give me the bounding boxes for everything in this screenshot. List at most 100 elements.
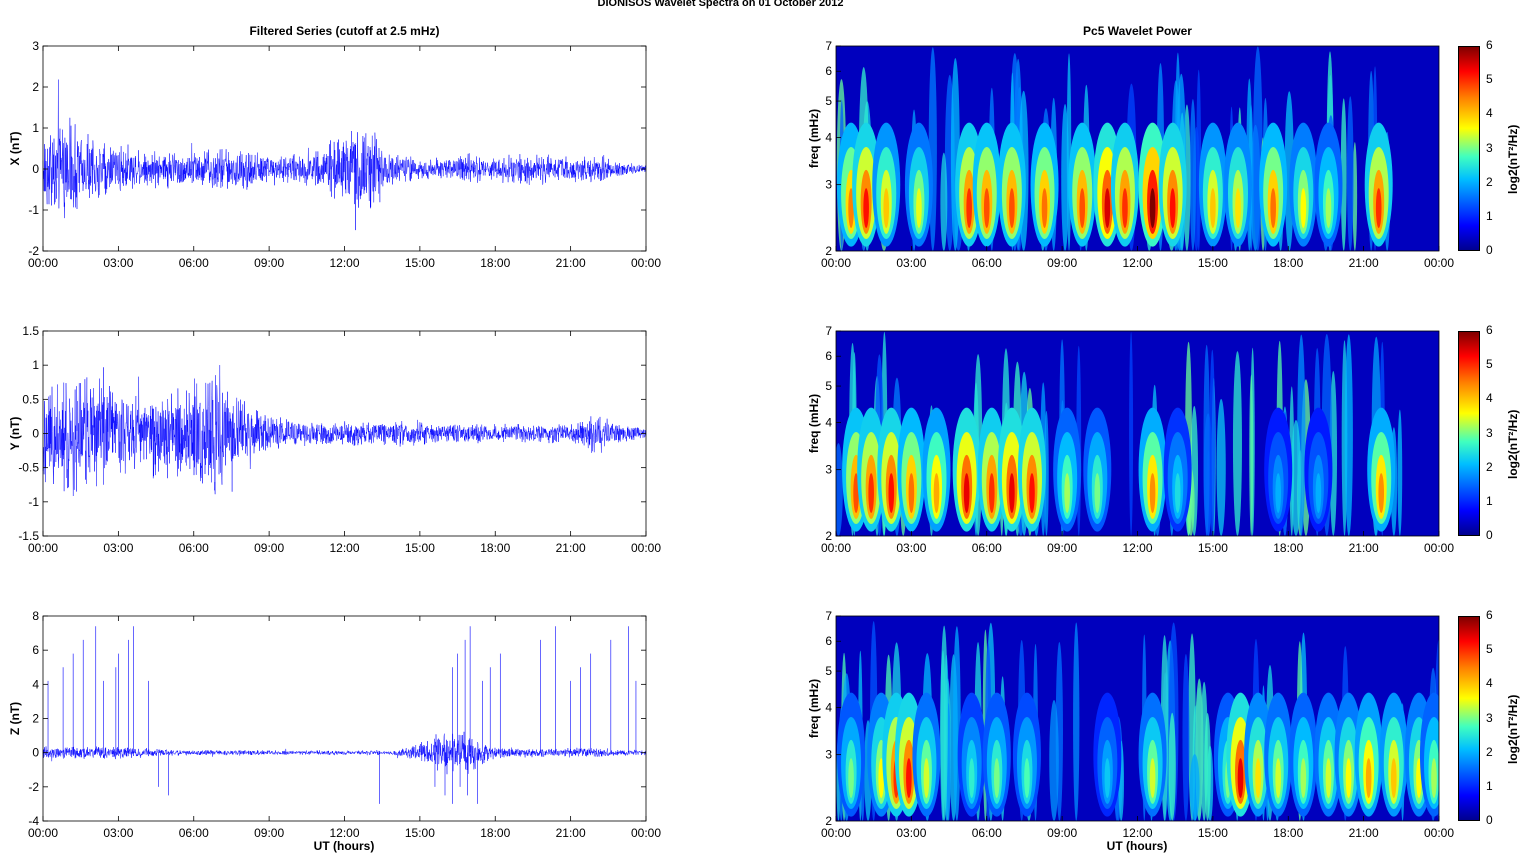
left-column-title: Filtered Series (cutoff at 2.5 mHz) (249, 24, 440, 38)
power-spot-core (1325, 758, 1332, 799)
heatmap-cells (836, 46, 1393, 251)
power-streak (1346, 96, 1354, 251)
colorbar-tick-label: 1 (1486, 493, 1493, 508)
colorbar-tick-label: 1 (1486, 208, 1493, 223)
power-spot-core (1255, 758, 1261, 799)
power-streak (1232, 351, 1242, 536)
y-tick-label: 5 (825, 94, 832, 108)
y-tick-label: 4 (825, 701, 832, 715)
y-axis-label: freq (mHz) (807, 394, 821, 453)
power-spot-core (853, 473, 859, 514)
power-spot-core (868, 473, 874, 514)
y-axis-label: Z (nT) (8, 702, 22, 735)
power-streak (1344, 334, 1353, 536)
colorbar-tick-label: 5 (1486, 642, 1493, 657)
y-tick-label: -4 (28, 814, 39, 828)
power-streak (940, 152, 948, 251)
power-streak (1061, 104, 1069, 251)
power-spot-core (994, 758, 1000, 799)
colorbar-tick-label: 4 (1486, 676, 1493, 691)
power-spot-core (1275, 473, 1281, 514)
no-data-region (1403, 46, 1439, 251)
x-tick-label: 00:00 (821, 541, 851, 555)
y-tick-label: 5 (825, 379, 832, 393)
x-tick-label: 00:00 (631, 256, 661, 270)
power-spot-core (883, 188, 890, 229)
power-spot-core (1375, 188, 1382, 229)
colorbar-tick-label: 4 (1486, 106, 1493, 121)
power-streak (1189, 98, 1197, 251)
y-tick-label: 2 (32, 712, 39, 726)
power-streak (940, 625, 948, 821)
y-tick-label: 3 (825, 178, 832, 192)
colorbar-tick-label: 2 (1486, 459, 1493, 474)
y-tick-label: 7 (825, 39, 832, 53)
x-tick-label: 06:00 (972, 826, 1002, 840)
power-spot-core (1041, 188, 1048, 229)
x-tick-label: 03:00 (896, 826, 926, 840)
x-tick-label: 21:00 (556, 826, 586, 840)
x-tick-label: 06:00 (972, 256, 1002, 270)
heatmap-cells (836, 621, 1439, 821)
power-spot-core (963, 473, 970, 514)
y-tick-label: 2 (32, 80, 39, 94)
y-tick-label: 1 (32, 358, 39, 372)
power-spot-core (1390, 758, 1397, 799)
y-tick-label: 5 (825, 664, 832, 678)
power-spot-core (1235, 188, 1241, 229)
power-spot-core (908, 473, 915, 514)
x-tick-label: 00:00 (28, 541, 58, 555)
power-spot-core (1122, 188, 1128, 229)
power-spot-core (1064, 473, 1070, 514)
x-tick-label: 03:00 (103, 256, 133, 270)
power-streak (1249, 374, 1254, 536)
figure-title: DIONISOS Wavelet Spectra on 01 October 2… (597, 0, 844, 9)
power-spot-core (1149, 473, 1156, 514)
y-tick-label: 2 (825, 529, 832, 543)
power-streak (1204, 713, 1211, 821)
y-tick-label: 1.5 (22, 324, 39, 338)
y-tick-label: 6 (825, 64, 832, 78)
x-tick-label: 15:00 (405, 541, 435, 555)
power-spot-core (923, 758, 930, 799)
no-data-region (1403, 331, 1439, 536)
power-spot-core (906, 758, 912, 799)
x-tick-label: 00:00 (28, 826, 58, 840)
y-tick-label: 2 (825, 814, 832, 828)
x-tick-label: 12:00 (1122, 256, 1152, 270)
power-streak (1352, 142, 1358, 251)
y-tick-label: 6 (825, 634, 832, 648)
y-axis-label: freq (mHz) (807, 109, 821, 168)
y-tick-label: 3 (825, 463, 832, 477)
x-tick-label: 09:00 (254, 256, 284, 270)
x-tick-label: 09:00 (1047, 256, 1077, 270)
colorbar-label: log2(nT²/Hz) (1506, 409, 1520, 479)
x-tick-label: 03:00 (103, 826, 133, 840)
plot-area (43, 616, 646, 821)
colorbar-label: log2(nT²/Hz) (1506, 124, 1520, 194)
power-spot-core (848, 758, 854, 799)
y-axis-label: freq (mHz) (807, 679, 821, 738)
y-tick-label: 7 (825, 609, 832, 623)
y-tick-label: 4 (825, 416, 832, 430)
power-streak (1168, 712, 1176, 821)
colorbar-tick-label: 3 (1486, 710, 1493, 725)
power-spot-core (1104, 758, 1111, 799)
x-tick-label: 15:00 (1198, 541, 1228, 555)
power-spot-core (1378, 473, 1385, 514)
x-tick-label: 21:00 (1349, 541, 1379, 555)
power-spot-core (1169, 188, 1176, 229)
y-tick-label: -1 (28, 495, 39, 509)
left-xlabel: UT (hours) (313, 839, 375, 853)
y-tick-label: -2 (28, 780, 39, 794)
colorbar-tick-label: 5 (1486, 72, 1493, 87)
x-tick-label: 18:00 (1273, 541, 1303, 555)
power-streak (1189, 754, 1200, 821)
x-tick-label: 12:00 (329, 541, 359, 555)
y-tick-label: 4 (825, 131, 832, 145)
x-tick-label: 21:00 (556, 541, 586, 555)
